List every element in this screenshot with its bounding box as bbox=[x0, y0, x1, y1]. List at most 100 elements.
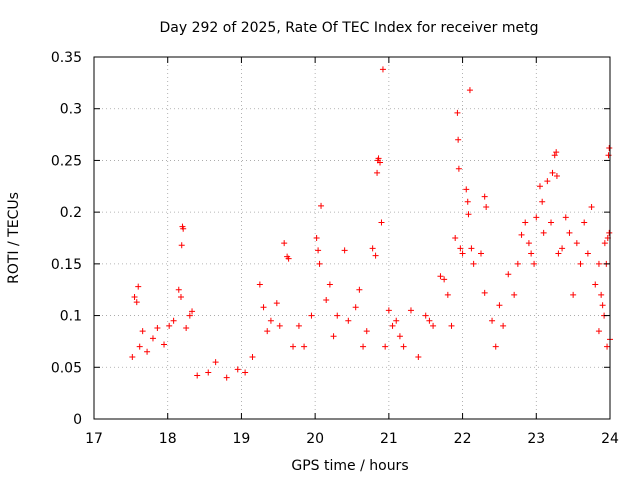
x-tick-label: 24 bbox=[601, 431, 619, 447]
data-point bbox=[492, 343, 499, 350]
data-point bbox=[457, 245, 464, 252]
data-point bbox=[481, 289, 488, 296]
data-point bbox=[315, 247, 322, 254]
data-point bbox=[234, 366, 241, 373]
data-point bbox=[178, 242, 185, 249]
data-point bbox=[356, 286, 363, 293]
data-point bbox=[544, 178, 551, 185]
x-tick-label: 19 bbox=[233, 431, 251, 447]
data-point bbox=[551, 152, 558, 159]
data-point bbox=[514, 260, 521, 267]
data-point bbox=[606, 145, 613, 152]
data-point bbox=[133, 299, 140, 306]
data-point bbox=[378, 219, 385, 226]
x-tick-label: 23 bbox=[527, 431, 545, 447]
grid-lines bbox=[94, 57, 610, 419]
data-point bbox=[129, 353, 136, 360]
data-point bbox=[426, 317, 433, 324]
data-point bbox=[599, 302, 606, 309]
data-point bbox=[500, 322, 507, 329]
data-point bbox=[144, 348, 151, 355]
data-point bbox=[407, 307, 414, 314]
data-point bbox=[553, 172, 560, 179]
data-point bbox=[455, 165, 462, 172]
data-point bbox=[330, 333, 337, 340]
data-point bbox=[281, 240, 288, 247]
data-point bbox=[267, 317, 274, 324]
data-point bbox=[249, 353, 256, 360]
data-point bbox=[175, 286, 182, 293]
data-point bbox=[588, 203, 595, 210]
data-point bbox=[285, 255, 292, 262]
data-point bbox=[382, 343, 389, 350]
data-point bbox=[422, 312, 429, 319]
data-point bbox=[531, 260, 538, 267]
data-point bbox=[598, 291, 605, 298]
data-point bbox=[131, 293, 138, 300]
data-point bbox=[464, 198, 471, 205]
data-point bbox=[313, 235, 320, 241]
data-point bbox=[256, 281, 263, 288]
data-point bbox=[592, 281, 599, 288]
data-point bbox=[223, 374, 230, 381]
data-point bbox=[528, 250, 535, 257]
data-point bbox=[345, 317, 352, 324]
data-point bbox=[566, 229, 573, 236]
data-point bbox=[470, 260, 477, 267]
data-point bbox=[437, 273, 444, 280]
data-point bbox=[478, 250, 484, 257]
x-tick-label: 21 bbox=[380, 431, 398, 447]
data-point bbox=[448, 322, 455, 329]
y-tick-label: 0.1 bbox=[60, 309, 82, 325]
data-point bbox=[452, 235, 459, 241]
data-point bbox=[466, 87, 473, 94]
x-tick-label: 20 bbox=[306, 431, 324, 447]
data-point bbox=[441, 276, 448, 283]
y-tick-label: 0.15 bbox=[51, 257, 82, 273]
data-point bbox=[548, 219, 555, 226]
data-point bbox=[389, 322, 396, 329]
data-point bbox=[539, 198, 546, 205]
data-point bbox=[136, 343, 143, 350]
data-point bbox=[601, 240, 608, 247]
data-point bbox=[369, 245, 376, 252]
data-point bbox=[525, 240, 532, 247]
y-tick-label: 0.2 bbox=[60, 205, 82, 221]
data-point bbox=[559, 245, 566, 252]
data-point bbox=[180, 225, 187, 232]
data-point bbox=[139, 328, 146, 335]
data-point bbox=[573, 240, 580, 247]
data-point bbox=[562, 214, 569, 221]
data-point bbox=[205, 369, 212, 376]
y-axis-label: ROTI / TECUs bbox=[6, 192, 22, 284]
data-point bbox=[396, 333, 403, 340]
data-point bbox=[183, 324, 190, 331]
data-point bbox=[518, 231, 525, 238]
data-point bbox=[194, 372, 201, 379]
data-point bbox=[341, 247, 348, 254]
data-point bbox=[540, 229, 547, 236]
data-point bbox=[301, 343, 308, 350]
data-point bbox=[189, 308, 196, 315]
data-point bbox=[584, 250, 591, 257]
data-point bbox=[326, 281, 333, 288]
data-points bbox=[129, 66, 613, 381]
data-point bbox=[430, 322, 437, 329]
data-point bbox=[276, 322, 283, 329]
data-point bbox=[316, 260, 323, 267]
data-point bbox=[308, 312, 315, 319]
data-point bbox=[577, 260, 584, 267]
data-point bbox=[363, 328, 370, 335]
plot-frame bbox=[93, 56, 611, 420]
data-point bbox=[595, 260, 602, 267]
data-point bbox=[374, 169, 381, 176]
data-point bbox=[170, 317, 177, 324]
data-point bbox=[273, 300, 280, 307]
data-point bbox=[505, 271, 512, 278]
data-point bbox=[135, 283, 142, 290]
x-axis-label: GPS time / hours bbox=[291, 458, 408, 474]
x-tick-label: 18 bbox=[159, 431, 177, 447]
data-point bbox=[605, 152, 612, 159]
data-point bbox=[511, 291, 518, 298]
